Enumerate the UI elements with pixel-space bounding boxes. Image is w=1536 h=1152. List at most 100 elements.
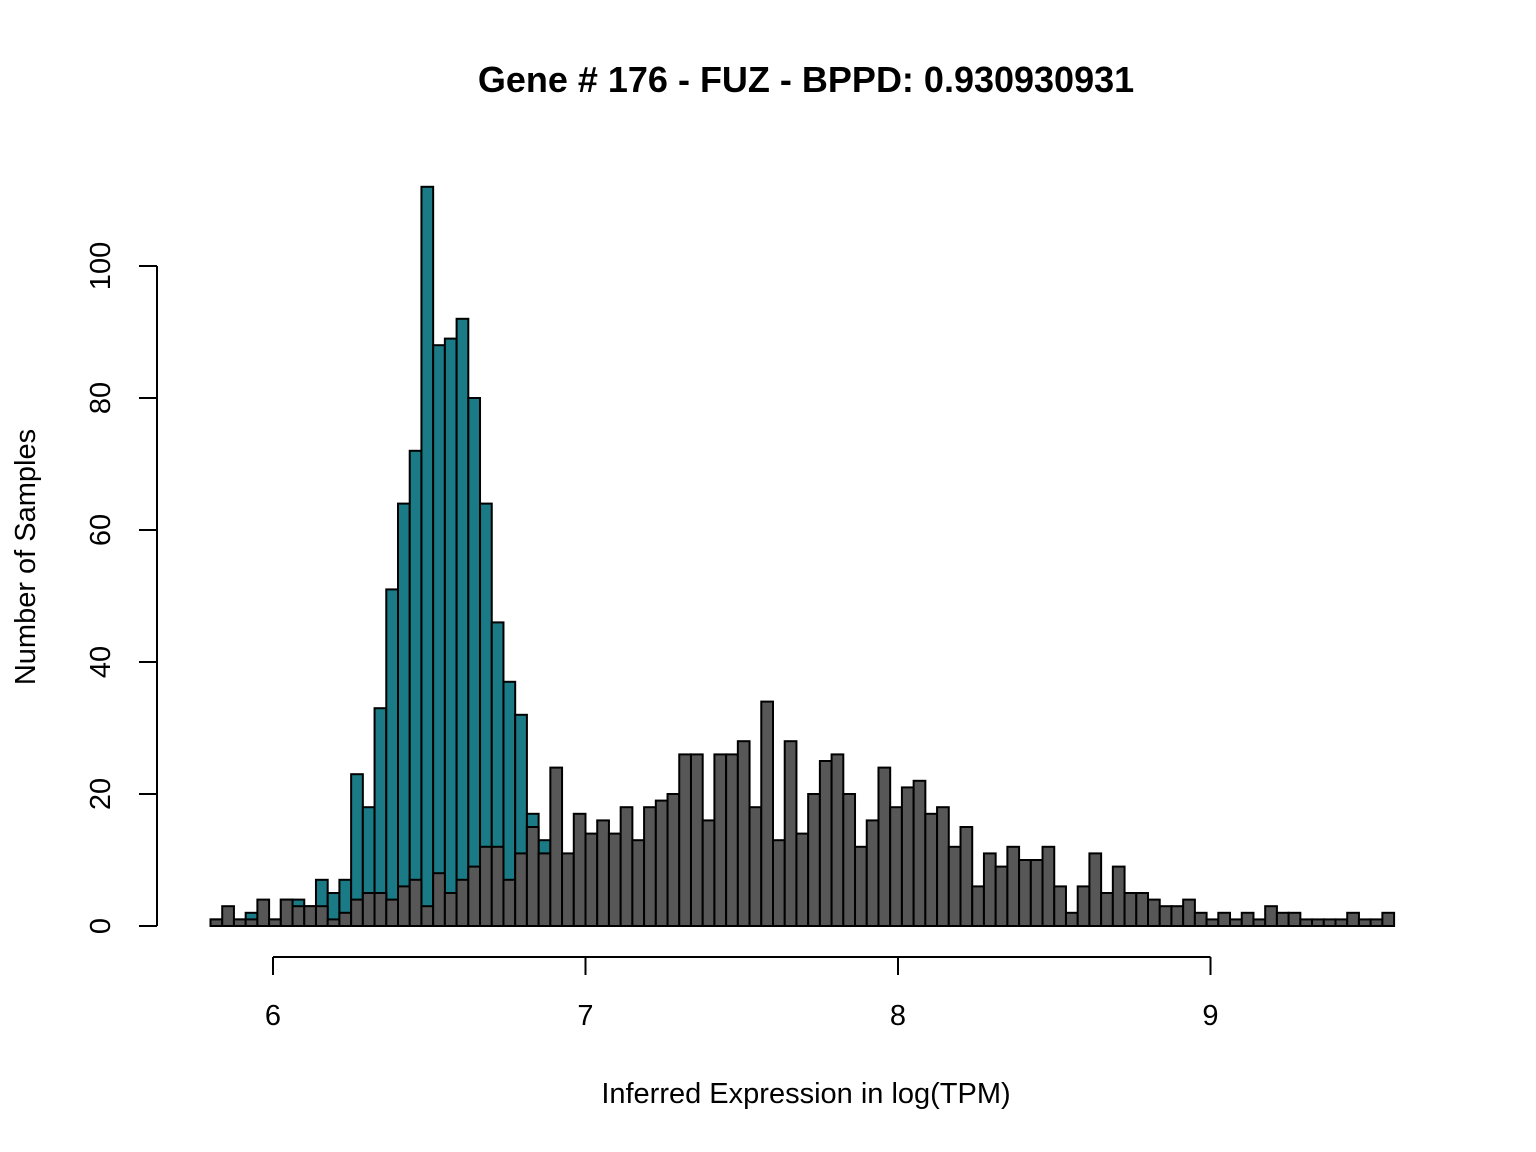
gray-series-bar bbox=[725, 753, 739, 928]
gray-series-bar bbox=[514, 852, 528, 928]
teal-series-bar bbox=[397, 502, 411, 927]
gray-series-bar bbox=[900, 786, 915, 928]
y-axis-label: Number of Samples bbox=[10, 429, 42, 685]
gray-series-bar bbox=[443, 892, 458, 927]
gray-series-bar bbox=[619, 806, 634, 928]
gray-series-bar bbox=[982, 852, 997, 928]
gray-series-bar bbox=[1287, 911, 1302, 927]
gray-series-bar bbox=[1029, 859, 1044, 927]
gray-series-bar bbox=[865, 819, 880, 928]
gray-series-bar bbox=[889, 806, 903, 928]
gray-series-bar bbox=[713, 753, 728, 928]
gray-series-bar bbox=[654, 799, 669, 927]
gray-series-bar bbox=[314, 905, 329, 928]
gray-series-bar bbox=[221, 905, 235, 928]
gray-series-bar bbox=[701, 819, 716, 928]
gray-series-bar bbox=[455, 878, 470, 927]
gray-series-bar bbox=[490, 845, 505, 927]
y-tick-label: 20 bbox=[85, 778, 117, 810]
teal-series-bar bbox=[443, 337, 458, 928]
gray-series-bar bbox=[760, 700, 775, 927]
gray-series-bar bbox=[772, 839, 786, 928]
gray-series-bar bbox=[1346, 911, 1360, 927]
gray-series-bar bbox=[291, 905, 306, 928]
x-tick-label: 7 bbox=[577, 1000, 593, 1032]
gray-series-bar bbox=[994, 865, 1009, 927]
gray-series-bar bbox=[971, 885, 985, 928]
gray-series-bar bbox=[1381, 911, 1396, 927]
x-tick-label: 9 bbox=[1202, 1000, 1218, 1032]
teal-series-bar bbox=[432, 344, 446, 927]
gray-series-bar bbox=[1064, 911, 1079, 927]
y-tick-label: 60 bbox=[85, 514, 117, 546]
gray-series-bar bbox=[244, 918, 259, 928]
gray-series-bar bbox=[1205, 918, 1220, 928]
teal-series-bar bbox=[408, 449, 423, 927]
gray-series-bar bbox=[1217, 911, 1232, 927]
gray-series-bar bbox=[209, 918, 224, 928]
gray-series-bar bbox=[279, 898, 294, 927]
gray-series-bar bbox=[561, 852, 575, 928]
gray-series-bar bbox=[1229, 918, 1243, 928]
x-tick-label: 6 bbox=[265, 1000, 281, 1032]
gray-series-bar bbox=[361, 892, 376, 927]
gray-series-bar bbox=[385, 898, 399, 927]
gray-series-bar bbox=[795, 832, 810, 927]
gray-series-bar bbox=[1369, 918, 1384, 928]
gray-series-bar bbox=[631, 839, 646, 928]
gray-series-bar bbox=[1076, 885, 1091, 928]
gray-series-bar bbox=[549, 766, 564, 927]
gray-series-bar bbox=[1006, 845, 1021, 927]
chart-title: Gene # 176 - FUZ - BPPD: 0.930930931 bbox=[478, 59, 1134, 100]
gray-series-bars bbox=[209, 700, 1396, 928]
gray-series-bar bbox=[268, 918, 282, 928]
gray-series-bar bbox=[1182, 898, 1196, 927]
gray-series-bar bbox=[1088, 852, 1103, 928]
gray-series-bar bbox=[689, 753, 704, 928]
gray-series-bar bbox=[1100, 892, 1114, 927]
gray-series-bar bbox=[1135, 892, 1150, 927]
x-axis: 6 7 8 9 bbox=[265, 956, 1219, 1032]
gray-series-bar bbox=[1322, 918, 1337, 928]
gray-series-bar bbox=[1357, 918, 1372, 928]
gray-series-bar bbox=[854, 845, 868, 927]
gray-series-bar bbox=[924, 812, 939, 927]
gray-series-bar bbox=[1275, 911, 1290, 927]
gray-series-bar bbox=[1193, 911, 1208, 927]
gray-series-bar bbox=[408, 878, 423, 927]
y-tick-label: 40 bbox=[85, 646, 117, 678]
y-axis: 0 20 40 60 80 100 bbox=[85, 242, 158, 934]
gray-series-bar bbox=[350, 898, 364, 927]
gray-series-bar bbox=[338, 911, 353, 927]
gray-series-bar bbox=[232, 918, 247, 928]
gray-series-bar bbox=[936, 806, 950, 928]
gray-series-bar bbox=[1147, 898, 1161, 927]
gray-series-bar bbox=[420, 905, 435, 928]
gray-series-bar bbox=[1158, 905, 1173, 928]
gray-series-bar bbox=[818, 760, 833, 927]
gray-series-bar bbox=[1299, 918, 1314, 928]
gray-series-bar bbox=[537, 852, 552, 928]
teal-series-bar bbox=[455, 317, 470, 927]
gray-series-bar bbox=[502, 878, 517, 927]
gray-series-bar bbox=[1041, 845, 1056, 927]
x-tick-label: 8 bbox=[890, 1000, 906, 1032]
gray-series-bar bbox=[303, 905, 317, 928]
teal-series-bars bbox=[209, 185, 669, 928]
gray-series-bar bbox=[1111, 865, 1126, 927]
gray-series-bar bbox=[256, 898, 271, 927]
gray-series-bar bbox=[807, 793, 821, 927]
gray-series-bar bbox=[525, 826, 540, 927]
gray-series-bar bbox=[830, 753, 845, 928]
gray-series-bar bbox=[748, 806, 763, 928]
gray-series-bar bbox=[326, 918, 341, 928]
gray-series-bar bbox=[1334, 918, 1349, 928]
gray-series-bar bbox=[1170, 905, 1185, 928]
y-tick-label: 0 bbox=[85, 918, 117, 934]
gray-series-bar bbox=[666, 793, 681, 927]
gray-series-bar bbox=[877, 766, 892, 927]
gray-series-bar bbox=[842, 793, 857, 927]
gray-series-bar bbox=[572, 812, 587, 927]
gray-series-bar bbox=[947, 845, 962, 927]
